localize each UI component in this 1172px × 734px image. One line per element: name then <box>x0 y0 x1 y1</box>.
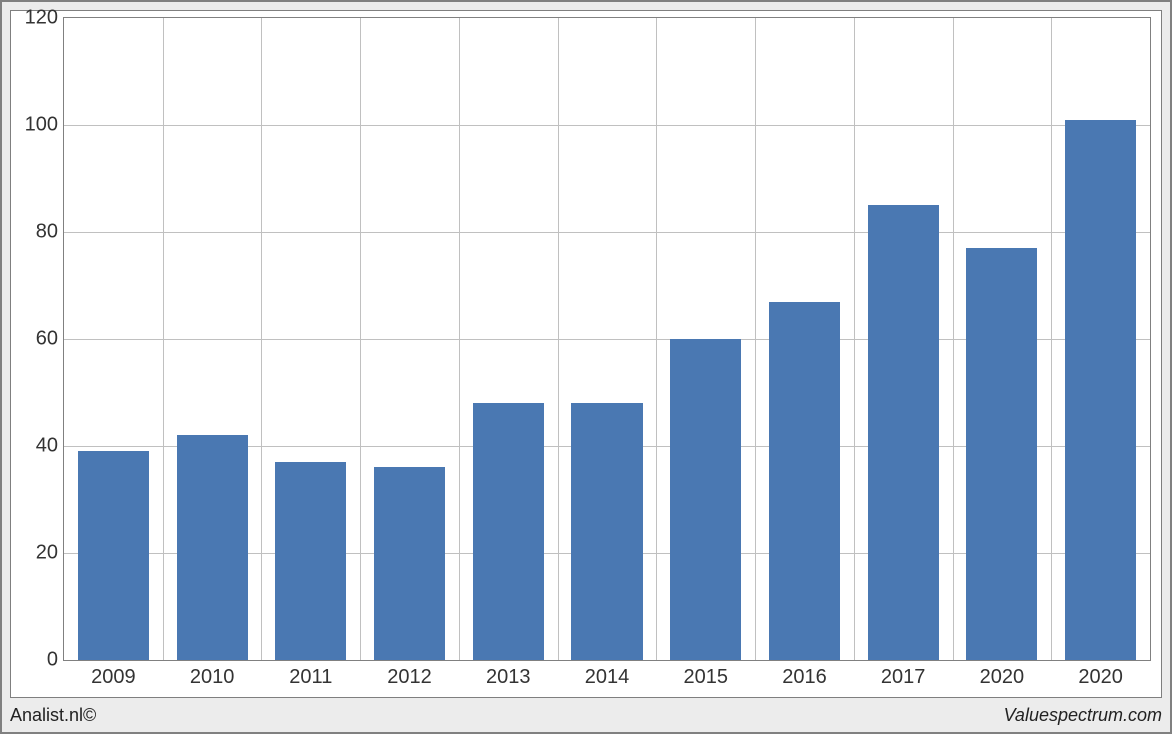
gridline-vertical <box>755 18 756 660</box>
bar <box>571 403 642 660</box>
x-axis-tick-label: 2020 <box>980 660 1025 689</box>
x-axis-tick-label: 2014 <box>585 660 630 689</box>
x-axis-tick-label: 2017 <box>881 660 926 689</box>
y-axis-tick-label: 120 <box>14 7 64 30</box>
x-axis-tick-label: 2013 <box>486 660 531 689</box>
bar <box>670 339 741 660</box>
y-axis-tick-label: 20 <box>14 542 64 565</box>
x-axis-tick-label: 2015 <box>683 660 728 689</box>
y-axis-tick-label: 60 <box>14 328 64 351</box>
bar <box>868 205 939 660</box>
x-axis-tick-label: 2016 <box>782 660 827 689</box>
bar <box>177 435 248 660</box>
chart-inner-frame: 0 20 40 60 80 100 120 2009 2010 2011 2012 2013 2014 2… <box>10 10 1162 698</box>
bar <box>374 467 445 660</box>
y-axis-tick-label: 40 <box>14 435 64 458</box>
y-axis-tick-label: 100 <box>14 114 64 137</box>
bar <box>78 451 149 660</box>
gridline-vertical <box>656 18 657 660</box>
bar <box>966 248 1037 660</box>
footer-attribution-left: Analist.nl© <box>10 705 96 726</box>
chart-outer-frame: 0 20 40 60 80 100 120 2009 2010 2011 2012 2013 2014 2… <box>0 0 1172 734</box>
bar <box>473 403 544 660</box>
bar <box>275 462 346 660</box>
gridline-vertical <box>360 18 361 660</box>
gridline-vertical <box>558 18 559 660</box>
gridline-vertical <box>854 18 855 660</box>
gridline-vertical <box>1051 18 1052 660</box>
footer-attribution-right: Valuespectrum.com <box>1004 705 1162 726</box>
gridline-vertical <box>261 18 262 660</box>
gridline-vertical <box>459 18 460 660</box>
gridline-vertical <box>163 18 164 660</box>
y-axis-tick-label: 0 <box>14 649 64 672</box>
y-axis-tick-label: 80 <box>14 221 64 244</box>
x-axis-tick-label: 2012 <box>387 660 432 689</box>
x-axis-tick-label: 2011 <box>289 660 332 689</box>
gridline-vertical <box>953 18 954 660</box>
gridline-horizontal <box>64 125 1150 126</box>
plot-area: 0204060801001202009201020112012201320142… <box>63 17 1151 661</box>
x-axis-tick-label: 2010 <box>190 660 235 689</box>
bar <box>769 302 840 660</box>
x-axis-tick-label: 2020 <box>1078 660 1123 689</box>
gridline-horizontal <box>64 232 1150 233</box>
bar <box>1065 120 1136 660</box>
x-axis-tick-label: 2009 <box>91 660 136 689</box>
